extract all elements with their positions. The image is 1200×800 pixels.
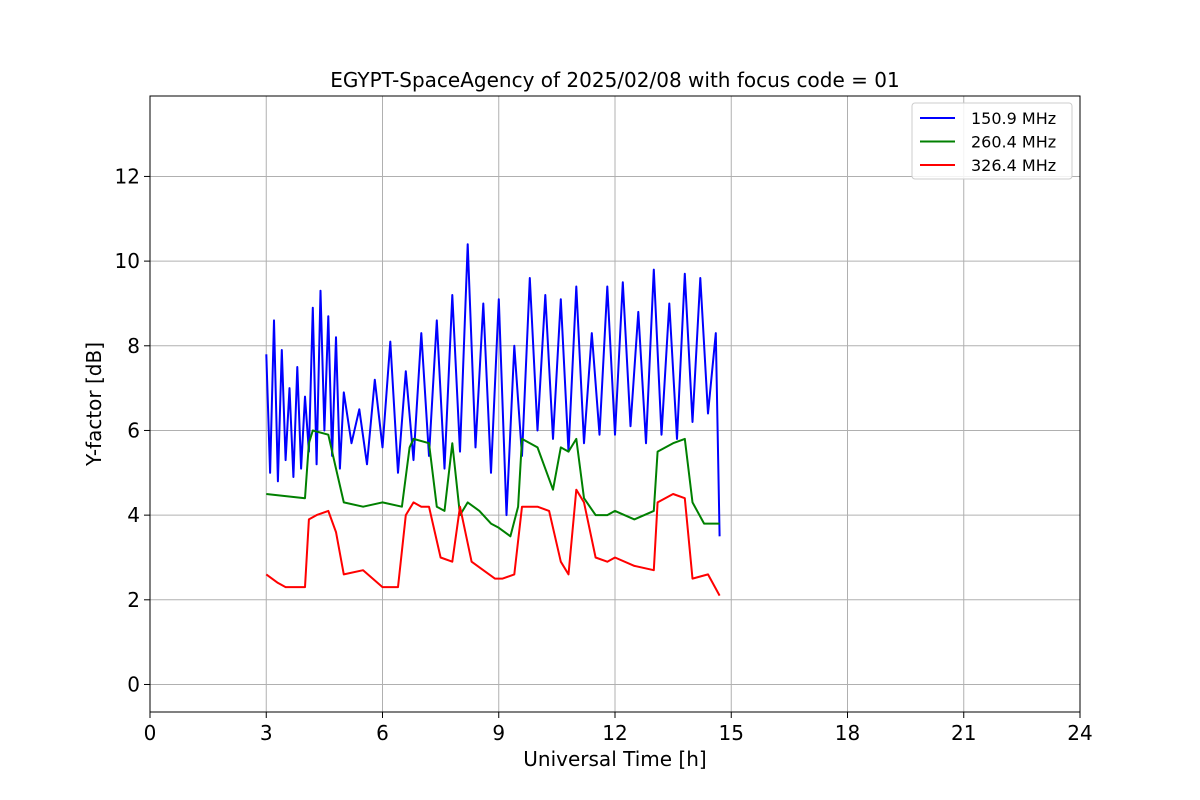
x-tick-label: 15	[719, 721, 744, 745]
x-tick-label: 0	[144, 721, 157, 745]
series-line-150-9-mhz	[265, 243, 721, 537]
y-tick-label: 10	[115, 249, 140, 273]
legend-entry-label: 326.4 MHz	[971, 156, 1056, 175]
x-tick-label: 6	[376, 721, 389, 745]
y-tick-label: 8	[127, 334, 140, 358]
x-tick-label: 21	[951, 721, 976, 745]
y-axis-title: Y-factor [dB]	[82, 342, 106, 467]
series-layer	[265, 243, 721, 597]
legend-entry-label: 150.9 MHz	[971, 109, 1056, 128]
y-tick-label: 2	[127, 588, 140, 612]
y-tick-label: 12	[115, 164, 140, 188]
series-line-260-4-mhz	[266, 429, 720, 538]
x-tick-label: 12	[602, 721, 627, 745]
chart-title: EGYPT-SpaceAgency of 2025/02/08 with foc…	[330, 68, 899, 92]
legend-box	[911, 102, 1073, 180]
x-tick-label: 9	[492, 721, 505, 745]
legend: 150.9 MHz 260.4 MHz 326.4 MHz	[911, 102, 1073, 180]
series-line-326-4-mhz	[265, 488, 721, 597]
legend-entry-label: 260.4 MHz	[971, 133, 1056, 152]
y-tick-label: 6	[127, 418, 140, 442]
x-axis-title: Universal Time [h]	[523, 747, 706, 771]
y-tick-label: 4	[127, 503, 140, 527]
y-tick-label: 0	[127, 672, 140, 696]
x-tick-label: 3	[260, 721, 273, 745]
x-tick-label: 24	[1067, 721, 1092, 745]
x-tick-label: 18	[835, 721, 860, 745]
